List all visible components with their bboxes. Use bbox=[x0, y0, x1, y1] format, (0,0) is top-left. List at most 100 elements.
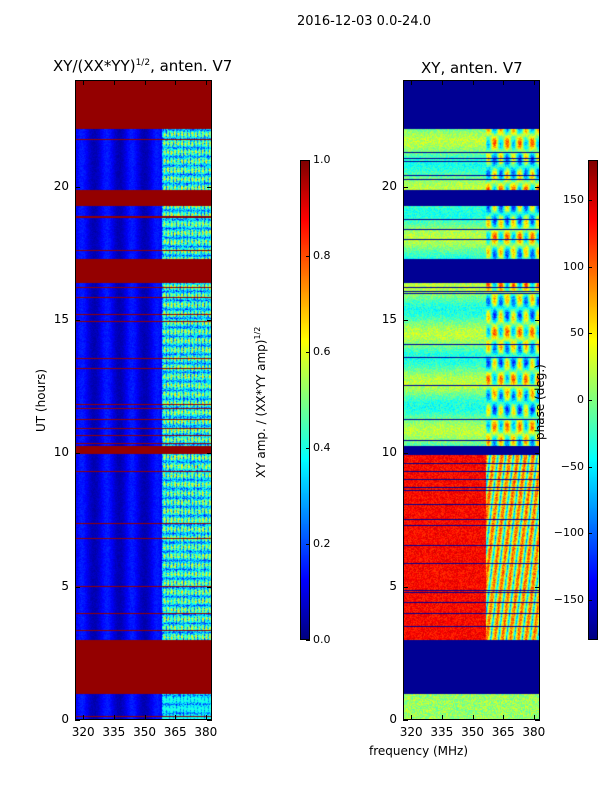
phase-xtick-label: 350 bbox=[461, 725, 484, 739]
phase-ytick-mark bbox=[403, 586, 408, 588]
phase-xtick-label: 380 bbox=[522, 725, 546, 739]
amplitude-ytick-label: 0 bbox=[61, 712, 69, 726]
phase-colorbar-label: phase (deg.) bbox=[533, 364, 547, 440]
amplitude-ytick-mark bbox=[75, 720, 80, 721]
phase-xtick-mark bbox=[472, 715, 474, 720]
amplitude-xtick-mark bbox=[113, 80, 115, 85]
amplitude-ytick-label: 5 bbox=[61, 578, 69, 593]
phase-xtick-label: 320 bbox=[399, 725, 423, 739]
amplitude-colorbar-tick-mark bbox=[306, 160, 310, 161]
amplitude-colorbar-frame bbox=[300, 160, 310, 640]
phase-colorbar-tick-label: −100 bbox=[553, 526, 584, 540]
phase-ytick-mark bbox=[535, 186, 540, 188]
phase-ytick-label: 5 bbox=[389, 578, 397, 593]
amplitude-colorbar-tick-mark bbox=[306, 256, 310, 257]
amplitude-colorbar-tick-label: 0.0 bbox=[313, 633, 331, 646]
phase-ytick-mark bbox=[403, 453, 408, 455]
amplitude-xtick-mark bbox=[144, 80, 146, 85]
phase-colorbar bbox=[588, 160, 598, 640]
amplitude-colorbar-tick-label: 0.6 bbox=[313, 345, 331, 358]
amplitude-colorbar-label: XY amp. / (XX*YY amp)1/2 bbox=[253, 327, 268, 478]
amplitude-xtick-label: 335 bbox=[102, 725, 126, 739]
phase-xtick-mark bbox=[503, 80, 505, 85]
phase-colorbar-tick-mark bbox=[588, 333, 592, 335]
amplitude-ytick-mark bbox=[207, 320, 212, 321]
amplitude-plot-frame bbox=[75, 80, 212, 720]
amplitude-xtick-mark bbox=[83, 80, 85, 85]
amplitude-xtick-mark bbox=[83, 715, 85, 720]
phase-colorbar-tick-label: 0 bbox=[577, 393, 584, 406]
phase-colorbar-tick-label: 100 bbox=[563, 259, 584, 273]
amplitude-xtick-label: 350 bbox=[133, 725, 156, 739]
amplitude-colorbar-tick-mark bbox=[306, 640, 310, 641]
phase-ytick-mark bbox=[535, 720, 540, 721]
figure-suptitle: 2016-12-03 0.0-24.0 bbox=[297, 14, 431, 29]
phase-ytick-mark bbox=[403, 186, 408, 188]
amplitude-ytick-mark bbox=[207, 720, 212, 721]
phase-colorbar-tick-label: −150 bbox=[553, 593, 584, 606]
amplitude-title-tail: , anten. V7 bbox=[150, 57, 233, 75]
phase-ytick-label: 20 bbox=[381, 178, 397, 193]
phase-xtick-mark bbox=[441, 80, 443, 85]
phase-ytick-mark bbox=[403, 720, 408, 721]
ut-hours-axis-label: UT (hours) bbox=[34, 368, 48, 432]
amplitude-xtick-mark bbox=[175, 715, 177, 720]
amplitude-xtick-label: 365 bbox=[163, 725, 187, 739]
amplitude-colorbar-label-exp: 1/2 bbox=[253, 326, 262, 340]
phase-plot-frame bbox=[403, 80, 540, 720]
amplitude-colorbar-tick-mark bbox=[306, 352, 310, 353]
phase-colorbar-tick-mark bbox=[588, 266, 592, 268]
amplitude-colorbar-tick-mark bbox=[306, 448, 310, 449]
phase-ytick-mark bbox=[535, 453, 540, 455]
amplitude-xtick-mark bbox=[205, 80, 207, 85]
phase-xtick-mark bbox=[411, 80, 413, 85]
amplitude-ytick-label: 15 bbox=[53, 312, 69, 326]
phase-xtick-mark bbox=[441, 715, 443, 720]
amplitude-colorbar-tick-label: 0.4 bbox=[313, 441, 331, 454]
phase-colorbar-tick-label: 50 bbox=[570, 326, 584, 340]
phase-ytick-label: 10 bbox=[381, 445, 397, 460]
phase-heatmap[interactable] bbox=[403, 80, 540, 720]
amplitude-ytick-mark bbox=[75, 453, 80, 455]
amplitude-xtick-mark bbox=[144, 715, 146, 720]
phase-ytick-mark bbox=[403, 320, 408, 321]
amplitude-ytick-label: 10 bbox=[53, 445, 69, 460]
amplitude-title-exponent: 1/2 bbox=[135, 58, 151, 68]
amplitude-ytick-mark bbox=[207, 586, 212, 588]
phase-panel-title: XY, anten. V7 bbox=[421, 59, 523, 77]
frequency-axis-label: frequency (MHz) bbox=[369, 744, 469, 758]
amplitude-panel-title: XY/(XX*YY)1/2, anten. V7 bbox=[53, 57, 232, 75]
amplitude-title-main: XY/(XX*YY) bbox=[53, 57, 136, 75]
phase-xtick-mark bbox=[411, 715, 413, 720]
amplitude-colorbar bbox=[300, 160, 310, 640]
amplitude-ytick-label: 20 bbox=[53, 178, 69, 193]
amplitude-heatmap[interactable] bbox=[75, 80, 212, 720]
phase-ytick-label: 15 bbox=[381, 312, 397, 326]
amplitude-colorbar-tick-label: 1.0 bbox=[313, 153, 331, 166]
amplitude-colorbar-label-main: XY amp. / (XX*YY amp) bbox=[254, 339, 268, 478]
amplitude-xtick-label: 380 bbox=[194, 725, 218, 739]
amplitude-ytick-mark bbox=[75, 320, 80, 321]
phase-xtick-label: 335 bbox=[430, 725, 454, 739]
phase-xtick-mark bbox=[533, 715, 535, 720]
phase-xtick-mark bbox=[533, 80, 535, 85]
amplitude-xtick-mark bbox=[113, 715, 115, 720]
phase-colorbar-tick-mark bbox=[588, 400, 592, 401]
amplitude-colorbar-tick-label: 0.2 bbox=[313, 537, 331, 550]
phase-xtick-label: 365 bbox=[491, 725, 515, 739]
phase-colorbar-tick-mark bbox=[588, 466, 592, 468]
amplitude-colorbar-tick-mark bbox=[306, 544, 310, 545]
amplitude-xtick-label: 320 bbox=[71, 725, 95, 739]
amplitude-xtick-mark bbox=[205, 715, 207, 720]
phase-ytick-mark bbox=[535, 586, 540, 588]
phase-colorbar-tick-label: −50 bbox=[560, 459, 584, 473]
amplitude-ytick-mark bbox=[207, 453, 212, 455]
phase-colorbar-tick-mark bbox=[588, 600, 592, 601]
phase-ytick-mark bbox=[535, 320, 540, 321]
phase-colorbar-tick-label: 150 bbox=[563, 193, 584, 206]
amplitude-ytick-mark bbox=[75, 586, 80, 588]
amplitude-xtick-mark bbox=[175, 80, 177, 85]
amplitude-colorbar-tick-label: 0.8 bbox=[313, 249, 331, 262]
phase-colorbar-tick-mark bbox=[588, 533, 592, 535]
phase-ytick-label: 0 bbox=[389, 712, 397, 726]
